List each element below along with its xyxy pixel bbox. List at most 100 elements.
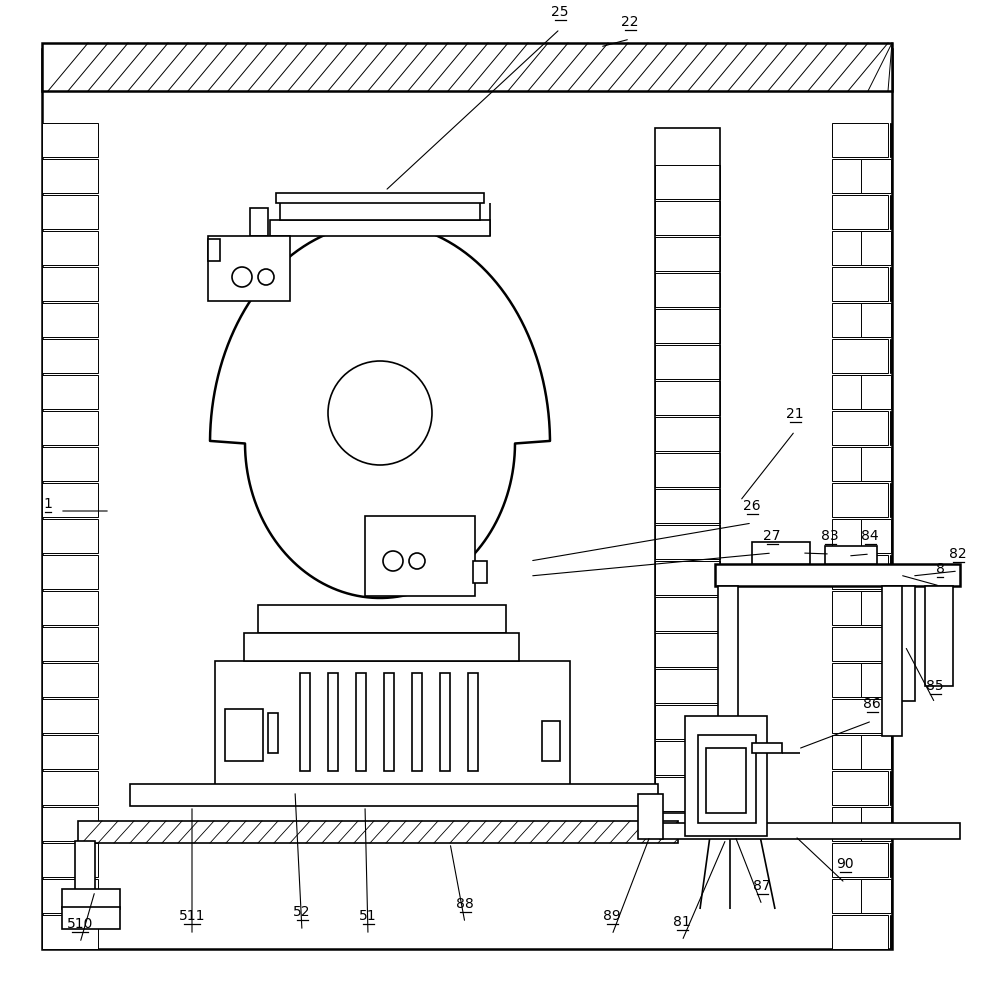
Bar [890, 267, 891, 301]
Bar [300, 673, 310, 771]
Bar [42, 699, 98, 733]
Bar [685, 716, 767, 836]
Text: 89: 89 [603, 909, 621, 923]
Bar [832, 195, 888, 229]
Text: 21: 21 [786, 407, 804, 421]
Bar [832, 555, 888, 589]
Bar [42, 447, 98, 481]
Bar [244, 633, 519, 661]
Bar [885, 586, 915, 701]
Bar [925, 586, 953, 686]
Bar [62, 907, 120, 929]
Bar [655, 201, 720, 235]
Bar [890, 627, 891, 661]
Bar [890, 699, 891, 733]
Bar [890, 411, 891, 445]
Text: 511: 511 [179, 909, 205, 923]
Bar [832, 771, 888, 805]
Bar [655, 237, 720, 271]
Bar [412, 673, 422, 771]
Bar [42, 411, 98, 445]
Bar [42, 915, 98, 949]
Bar [832, 699, 888, 733]
Bar [208, 236, 290, 301]
Bar [890, 195, 891, 229]
Bar [660, 823, 960, 839]
Bar [215, 661, 570, 791]
Bar [42, 843, 98, 877]
Text: 25: 25 [551, 5, 569, 19]
Text: 8: 8 [936, 562, 944, 576]
Text: 87: 87 [753, 879, 771, 893]
Bar [130, 784, 658, 806]
Bar [861, 735, 891, 769]
Bar [42, 339, 98, 373]
Text: 510: 510 [67, 917, 93, 931]
Bar [698, 735, 756, 823]
Bar [832, 231, 888, 265]
Bar [542, 721, 560, 761]
Text: 84: 84 [861, 529, 879, 543]
Bar [42, 195, 98, 229]
Bar [832, 447, 888, 481]
Bar [752, 542, 810, 564]
Bar [832, 627, 888, 661]
Bar [280, 202, 480, 220]
Bar [473, 561, 487, 583]
Bar [42, 591, 98, 625]
Bar [832, 663, 888, 697]
Bar [655, 669, 720, 703]
Text: 51: 51 [359, 909, 377, 923]
Bar [655, 345, 720, 379]
Text: 86: 86 [863, 697, 881, 711]
Bar [225, 709, 263, 761]
Bar [861, 807, 891, 841]
Bar [752, 743, 782, 753]
Bar [832, 843, 888, 877]
Bar [861, 519, 891, 553]
Bar [861, 159, 891, 193]
Bar [832, 807, 888, 841]
Bar [890, 843, 891, 877]
Bar [832, 159, 888, 193]
Bar [42, 735, 98, 769]
Bar [268, 713, 278, 753]
Bar [825, 546, 877, 564]
Bar [832, 591, 888, 625]
Bar [42, 231, 98, 265]
Bar [42, 771, 98, 805]
Bar [42, 663, 98, 697]
Bar [42, 123, 98, 157]
Bar [42, 49, 892, 949]
Bar [655, 273, 720, 307]
Bar [655, 777, 720, 811]
Bar [42, 519, 98, 553]
Bar [655, 453, 720, 487]
Bar [832, 519, 888, 553]
Bar [890, 915, 891, 949]
Text: 22: 22 [621, 15, 639, 29]
Bar [276, 193, 484, 203]
Bar [861, 879, 891, 913]
Text: 52: 52 [293, 905, 311, 919]
Bar [42, 267, 98, 301]
Bar [832, 411, 888, 445]
Bar [832, 339, 888, 373]
Text: 27: 27 [763, 529, 781, 543]
Bar [832, 879, 888, 913]
Bar [638, 794, 663, 839]
Text: 83: 83 [821, 529, 839, 543]
Bar [328, 673, 338, 771]
Bar [655, 561, 720, 595]
Circle shape [328, 361, 432, 465]
Bar [890, 339, 891, 373]
Bar [384, 673, 394, 771]
Bar [718, 586, 738, 736]
Circle shape [409, 553, 425, 569]
Bar [861, 663, 891, 697]
Bar [42, 375, 98, 409]
Circle shape [383, 551, 403, 571]
Bar [832, 375, 888, 409]
Bar [832, 267, 888, 301]
Bar [861, 375, 891, 409]
